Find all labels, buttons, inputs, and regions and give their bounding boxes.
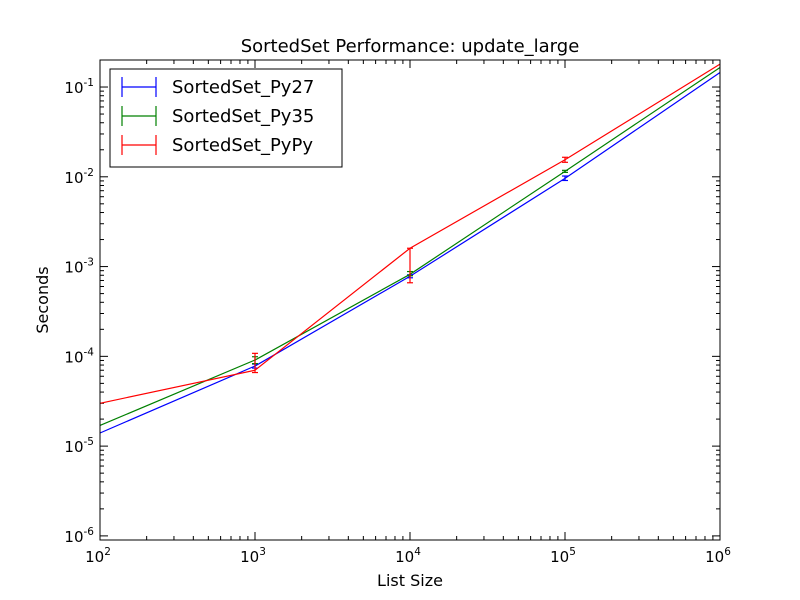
x-tick-label: 106 <box>705 546 731 566</box>
legend-label: SortedSet_Py35 <box>172 106 314 127</box>
legend: SortedSet_Py27 SortedSet_Py35 SortedSet_Py… <box>109 68 343 168</box>
y-tick-label: 10-1 <box>64 77 94 97</box>
x-tick-label: 104 <box>395 546 421 566</box>
x-tick-label: 105 <box>550 546 576 566</box>
x-tick-label: 102 <box>85 546 111 566</box>
legend-label: SortedSet_PyPy <box>172 135 313 156</box>
y-axis-label: Seconds <box>33 266 52 333</box>
y-tick-label: 10-2 <box>64 167 94 187</box>
y-tick-label: 10-5 <box>64 436 94 456</box>
ticks-layer: 102 103 104 105 106 10-6 10-5 10-4 10-3 10-2 10-1 <box>64 59 731 566</box>
y-tick-label: 10-4 <box>64 346 94 366</box>
x-tick-label: 103 <box>240 546 266 566</box>
series-layer <box>99 63 721 434</box>
legend-frame <box>109 68 343 168</box>
x-axis-label: List Size <box>377 571 443 590</box>
y-tick-label: 10-3 <box>64 257 94 277</box>
y-tick-label: 10-6 <box>64 526 94 546</box>
legend-label: SortedSet_Py27 <box>172 77 314 98</box>
chart-title: SortedSet Performance: update_large <box>241 36 580 57</box>
plot-frame <box>99 59 721 541</box>
